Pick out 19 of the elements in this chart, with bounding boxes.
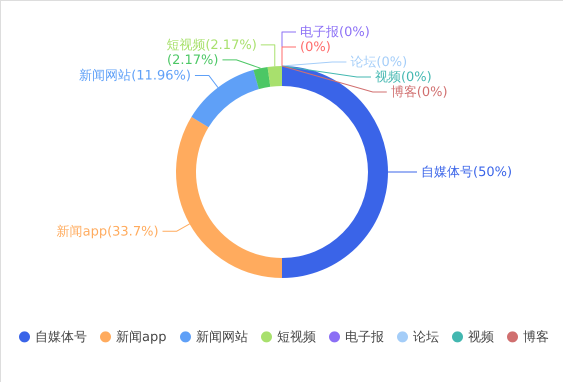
- category-label: 论坛(0%): [350, 55, 408, 70]
- legend-label: 电子报: [345, 330, 384, 345]
- category-label: 自媒体号(50%): [421, 165, 512, 180]
- category-label: 新闻app(33.7%): [56, 224, 159, 240]
- legend-label: 短视频: [277, 330, 316, 345]
- legend-label: 视频: [468, 330, 494, 345]
- category-label: 视频(0%): [374, 70, 432, 85]
- category-label: 博客(0%): [390, 85, 448, 100]
- legend-label: 论坛: [413, 330, 439, 345]
- legend-label: 新闻app: [116, 330, 166, 345]
- text: (0%): [300, 40, 331, 55]
- legend-label: 自媒体号: [35, 330, 87, 345]
- data-label: (2.17%): [166, 52, 218, 68]
- legend-label: 博客: [523, 328, 549, 345]
- legend-label: 新闻网站: [196, 330, 248, 345]
- category-label: 电子报(0%): [300, 25, 370, 40]
- donut-slice: [191, 70, 259, 128]
- category-label: 短视频(2.17%): [166, 38, 257, 53]
- category-label: 新闻网站(11.96%): [79, 68, 191, 84]
